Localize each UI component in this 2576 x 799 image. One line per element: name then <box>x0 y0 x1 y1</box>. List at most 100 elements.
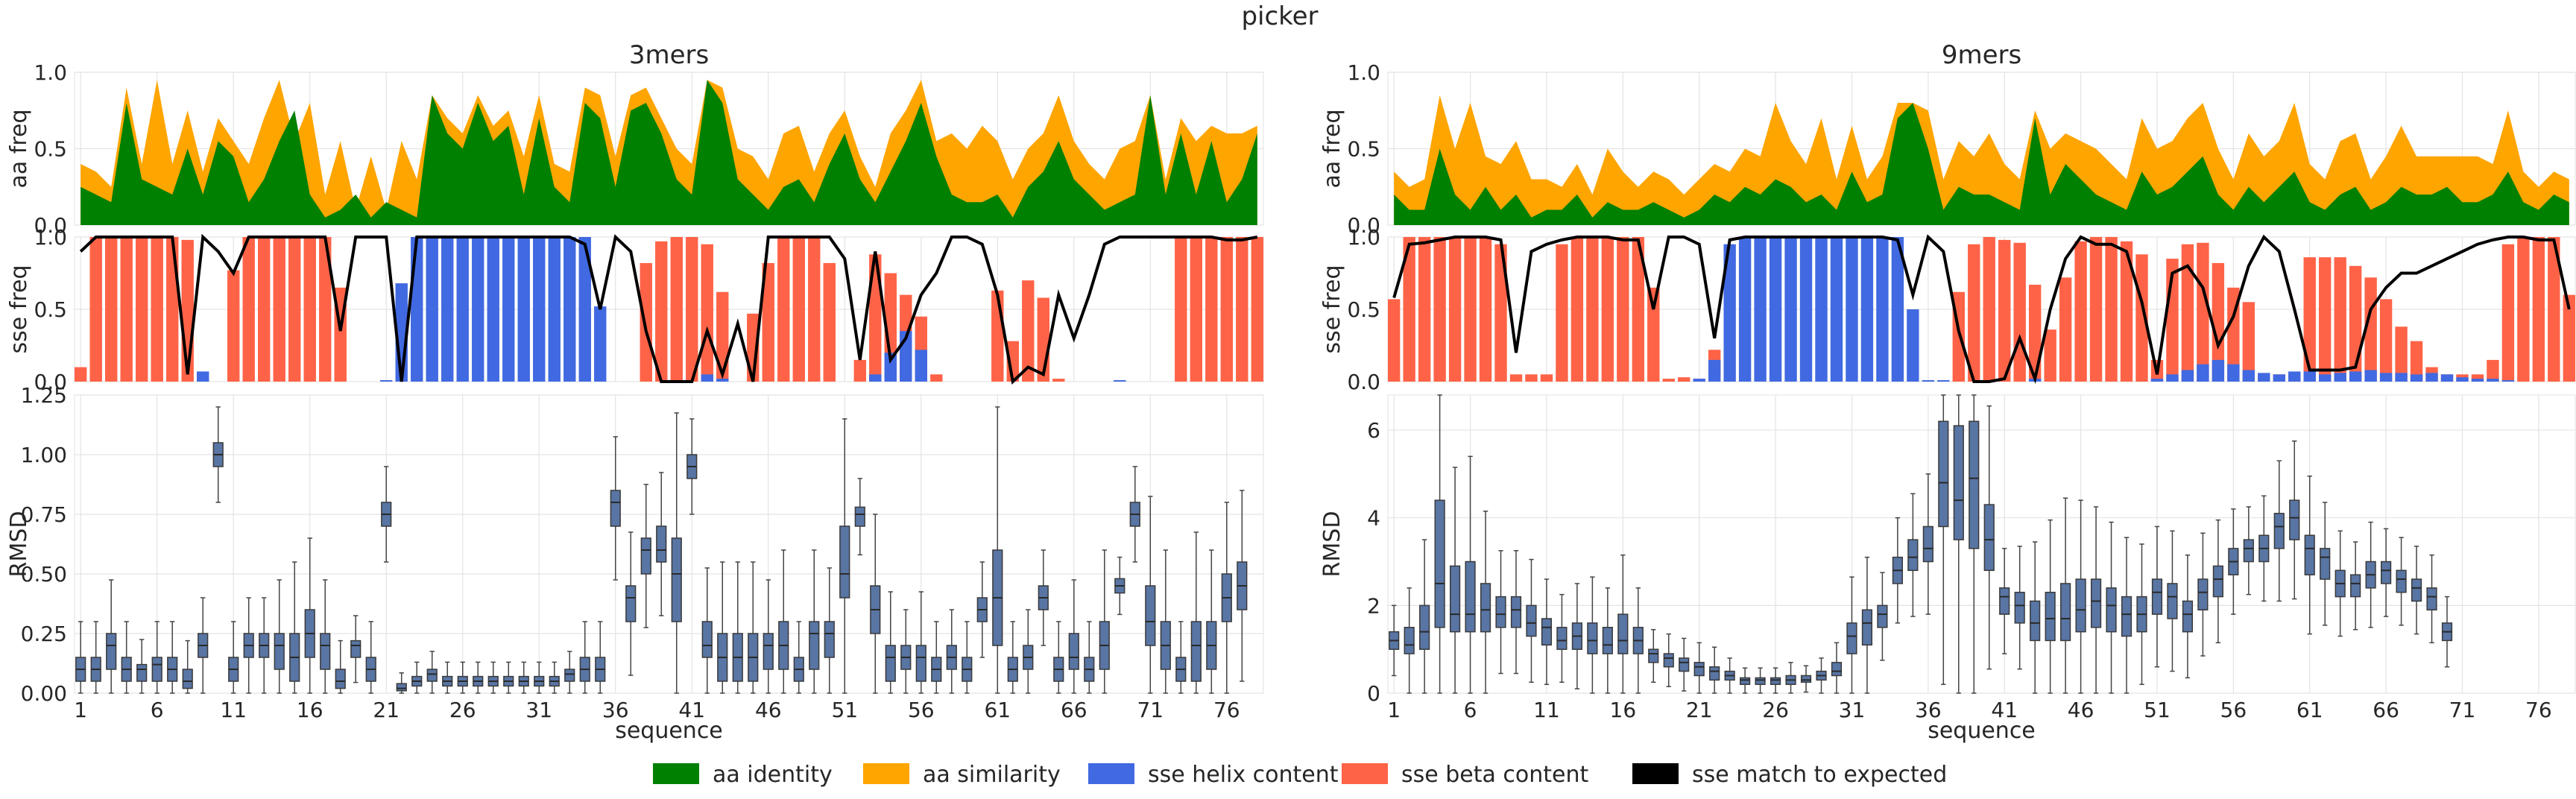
9mers-box-x-tick-label: 36 <box>1915 698 1942 722</box>
3mers-box-x-tick-label: 76 <box>1213 698 1240 722</box>
3mers-box-box <box>1190 621 1202 682</box>
9mers-bar-helix-bar <box>2334 373 2346 382</box>
legend-label: sse beta content <box>1401 762 1589 788</box>
9mers-box-box <box>2273 513 2285 549</box>
9mers-box-box <box>1922 525 1933 563</box>
9mers-bar-beta-bar <box>2319 257 2332 382</box>
figure-title: picker <box>1241 1 1318 31</box>
9mers-bar-beta-bar <box>2517 237 2530 382</box>
9mers-box-box <box>1709 666 1720 681</box>
9mers-box-x-tick-label: 6 <box>1464 698 1477 722</box>
3mers-area-panel: 0.0 0.5 1.0aa freq 3mers <box>6 40 1264 238</box>
9mers-box-box <box>1587 622 1598 654</box>
3mers-box-x-tick-label: 61 <box>984 698 1011 722</box>
3mers-bar-beta-bar <box>1175 237 1187 382</box>
9mers-box-box <box>2411 578 2422 602</box>
9mers-bar-helix-bar <box>2258 373 2270 382</box>
9mers-bar-beta-bar <box>2212 262 2225 382</box>
9mers-box-y-tick-label: 0 <box>1367 681 1380 706</box>
9mers-area-area-aa-identity <box>1394 103 2569 225</box>
9mers-bar-helix-bar <box>1723 244 1736 382</box>
3mers-bar-sse-match-line <box>79 233 1258 385</box>
3mers-box-box <box>640 537 651 575</box>
9mers-box-box <box>1449 565 1461 633</box>
9mers-bar-beta-bar <box>2242 302 2255 382</box>
3mers-bar-helix-bar <box>517 237 530 382</box>
9mers-box-box <box>2182 600 2194 633</box>
3mers-box-box <box>151 657 162 682</box>
9mers-bar-helix-bar <box>2181 370 2194 382</box>
3mers-box-x-tick-label: 16 <box>297 698 323 722</box>
3mers-bar-beta-bar <box>89 237 102 382</box>
3mers-box-x-tick-label: 21 <box>373 698 400 722</box>
9mers-bar-helix-bar <box>2212 359 2225 382</box>
9mers-bar-helix-bar <box>1784 237 1797 382</box>
3mers-bar-helix-bar <box>411 237 423 382</box>
9mers-bar-helix-bar <box>1708 359 1721 382</box>
9mers-bar-helix-bar <box>1907 309 1919 382</box>
3mers-bar-helix-bar <box>502 237 515 382</box>
9mers-box-x-tick-label: 51 <box>2144 698 2171 722</box>
3mers-bar-beta-bar <box>319 237 332 382</box>
3mers-bar-helix-bar <box>472 237 484 382</box>
9mers-box-box <box>1617 613 1629 654</box>
3mers-bar-beta-bar <box>853 359 866 382</box>
9mers-bar-beta-bar <box>2410 341 2423 382</box>
3mers-bar-y-tick-label: 1.0 <box>34 225 67 250</box>
9mers-box-box <box>1740 677 1751 685</box>
9mers-box-box <box>1846 622 1857 654</box>
3mers-bar-beta-bar <box>120 237 133 382</box>
9mers-box-box <box>1999 587 2010 615</box>
9mers-bar-helix-bar <box>1846 237 1858 382</box>
3mers-box-box <box>350 639 362 658</box>
3mers-bar-beta-bar <box>762 262 774 382</box>
9mers-box-box <box>1679 657 1690 672</box>
legend-label: aa similarity <box>923 762 1061 788</box>
3mers-bar-beta-bar <box>701 244 713 382</box>
3mers-box-y-tick-label: 0.50 <box>21 562 67 587</box>
9mers-box-box <box>2304 534 2315 575</box>
9mers-bar-beta-bar <box>1525 374 1538 382</box>
3mers-box-box <box>839 525 850 599</box>
3mers-bar-beta-bar <box>655 241 668 382</box>
9mers-box-x-tick-label: 46 <box>2068 698 2094 722</box>
9mers-bar-helix-bar <box>2456 377 2469 382</box>
9mers-bar-beta-bar <box>2059 277 2072 382</box>
9mers-bar-beta-bar <box>1388 299 1401 382</box>
3mers-box-plot-area <box>74 394 1264 694</box>
9mers-bar-helix-bar <box>2364 370 2377 382</box>
9mers-box-box <box>2396 569 2407 593</box>
3mers-bar-helix-bar <box>197 371 209 382</box>
3mers-box-y-tick-label: 1.00 <box>21 443 67 467</box>
3mers-box-x-axis-label: sequence <box>615 718 723 744</box>
9mers-bar-helix-bar <box>2471 379 2484 382</box>
9mers-box-y-tick-label: 2 <box>1367 593 1380 618</box>
9mers-bar-beta-bar <box>2074 241 2087 382</box>
9mers-bar-beta-bar <box>1433 237 1446 382</box>
9mers-box-box <box>1404 627 1415 654</box>
3mers-bar-helix-bar <box>594 306 607 382</box>
3mers-box-y-tick-label: 0.75 <box>21 502 67 527</box>
9mers-box-x-tick-label: 26 <box>1762 698 1789 722</box>
9mers-bar-beta-bar <box>2028 285 2042 382</box>
9mers-bar-beta-bar <box>2471 374 2484 382</box>
legend-label: sse helix content <box>1148 762 1339 788</box>
3mers-bar-beta-bar <box>716 291 729 382</box>
3mers-box-box <box>182 669 193 689</box>
3mers-area-y-tick-label: 0.5 <box>34 137 67 162</box>
3mers-bar-beta-bar <box>151 237 163 382</box>
9mers-box-box <box>2045 591 2056 642</box>
3mers-bar-beta-bar <box>869 254 882 382</box>
9mers-box-x-tick-label: 1 <box>1387 698 1401 722</box>
9mers-box-box <box>2075 578 2086 633</box>
9mers-bar-beta-bar <box>1662 379 1675 382</box>
3mers-box-box <box>824 621 835 658</box>
3mers-bar-beta-bar <box>273 237 285 382</box>
9mers-bar-beta-bar <box>2181 244 2194 382</box>
9mers-box-x-tick-label: 66 <box>2373 698 2399 722</box>
3mers-bar-beta-bar <box>777 237 790 382</box>
9mers-box-box <box>1526 604 1537 637</box>
3mers-bar-beta-bar <box>1190 237 1202 382</box>
3mers-box-box <box>1145 585 1156 646</box>
